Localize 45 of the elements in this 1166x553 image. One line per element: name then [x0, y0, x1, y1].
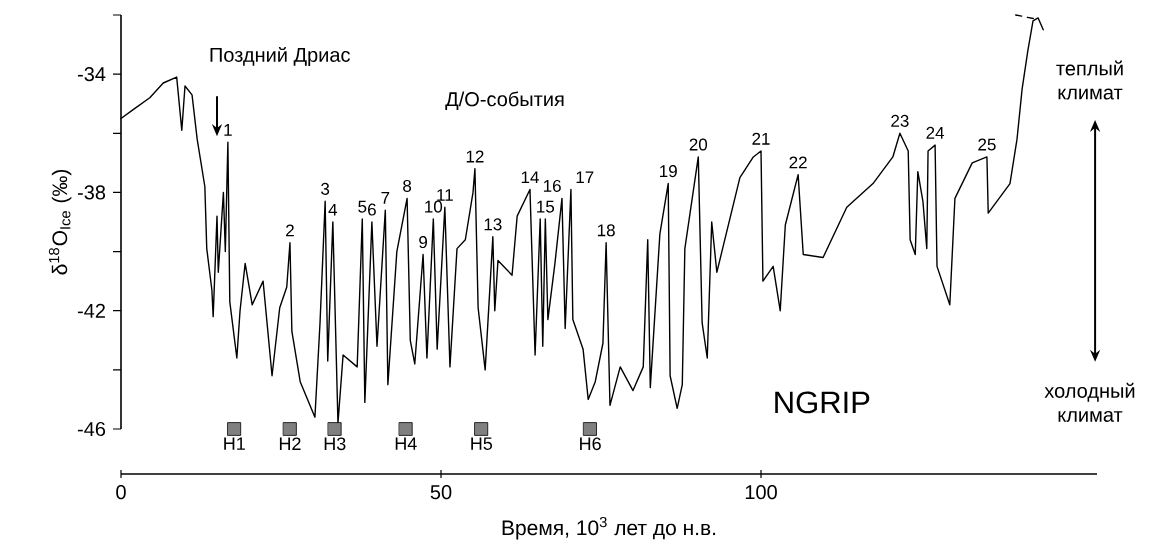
annotation: 22: [789, 156, 807, 169]
y-tick-label: -34: [77, 67, 106, 82]
x-axis-title: Время, 10$^{3}$ лет до н.в.: [502, 516, 716, 540]
data-label: H6: [580, 437, 601, 451]
annotation: теплый климат: [1056, 60, 1123, 100]
annotation: 14: [521, 171, 539, 184]
annotation: 18: [597, 224, 615, 237]
annotation: 17: [576, 171, 594, 184]
annotation: холодный климат: [1044, 382, 1135, 422]
x-tick-label: 0: [116, 485, 126, 500]
annotation: 2: [286, 224, 294, 237]
data-label: H2: [279, 437, 301, 450]
annotation: 12: [466, 150, 484, 163]
annotation: 5: [358, 200, 367, 213]
x-tick-label: 50: [430, 485, 452, 500]
annotation: 1: [224, 124, 232, 136]
annotation: 24: [926, 126, 945, 139]
annotation: 20: [689, 138, 708, 151]
annotation: 9: [419, 236, 428, 249]
annotation: Д/О-события: [445, 91, 564, 111]
data-label: H3: [324, 437, 346, 451]
annotation: 25: [978, 138, 996, 151]
x-tick-label: 100: [745, 485, 777, 500]
annotation: 23: [891, 114, 909, 127]
annotation: 21: [752, 132, 770, 145]
annotation: 19: [660, 165, 677, 178]
y-axis-title: δ$^{18}$O$_{Ice}$ (‰): [48, 169, 72, 275]
annotation: 11: [437, 189, 453, 201]
annotation: 8: [403, 179, 412, 192]
data-label: H5: [471, 437, 493, 450]
annotation: 10: [425, 200, 443, 213]
annotation: 16: [543, 179, 561, 192]
y-tick-label: -46: [77, 421, 106, 437]
annotation: Поздний Дриас: [210, 46, 350, 66]
annotation: 3: [321, 182, 330, 195]
y-tick-label: -38: [77, 185, 106, 200]
annotation: 13: [484, 218, 502, 231]
annotation: 15: [537, 200, 555, 213]
data-label: H1: [224, 437, 245, 450]
y-tick-label: -42: [77, 303, 105, 318]
annotation: NGRIP: [775, 391, 870, 414]
data-label: H4: [395, 437, 417, 450]
annotation: 7: [381, 192, 390, 204]
annotation: 6: [368, 203, 376, 216]
annotation: 4: [328, 203, 338, 216]
